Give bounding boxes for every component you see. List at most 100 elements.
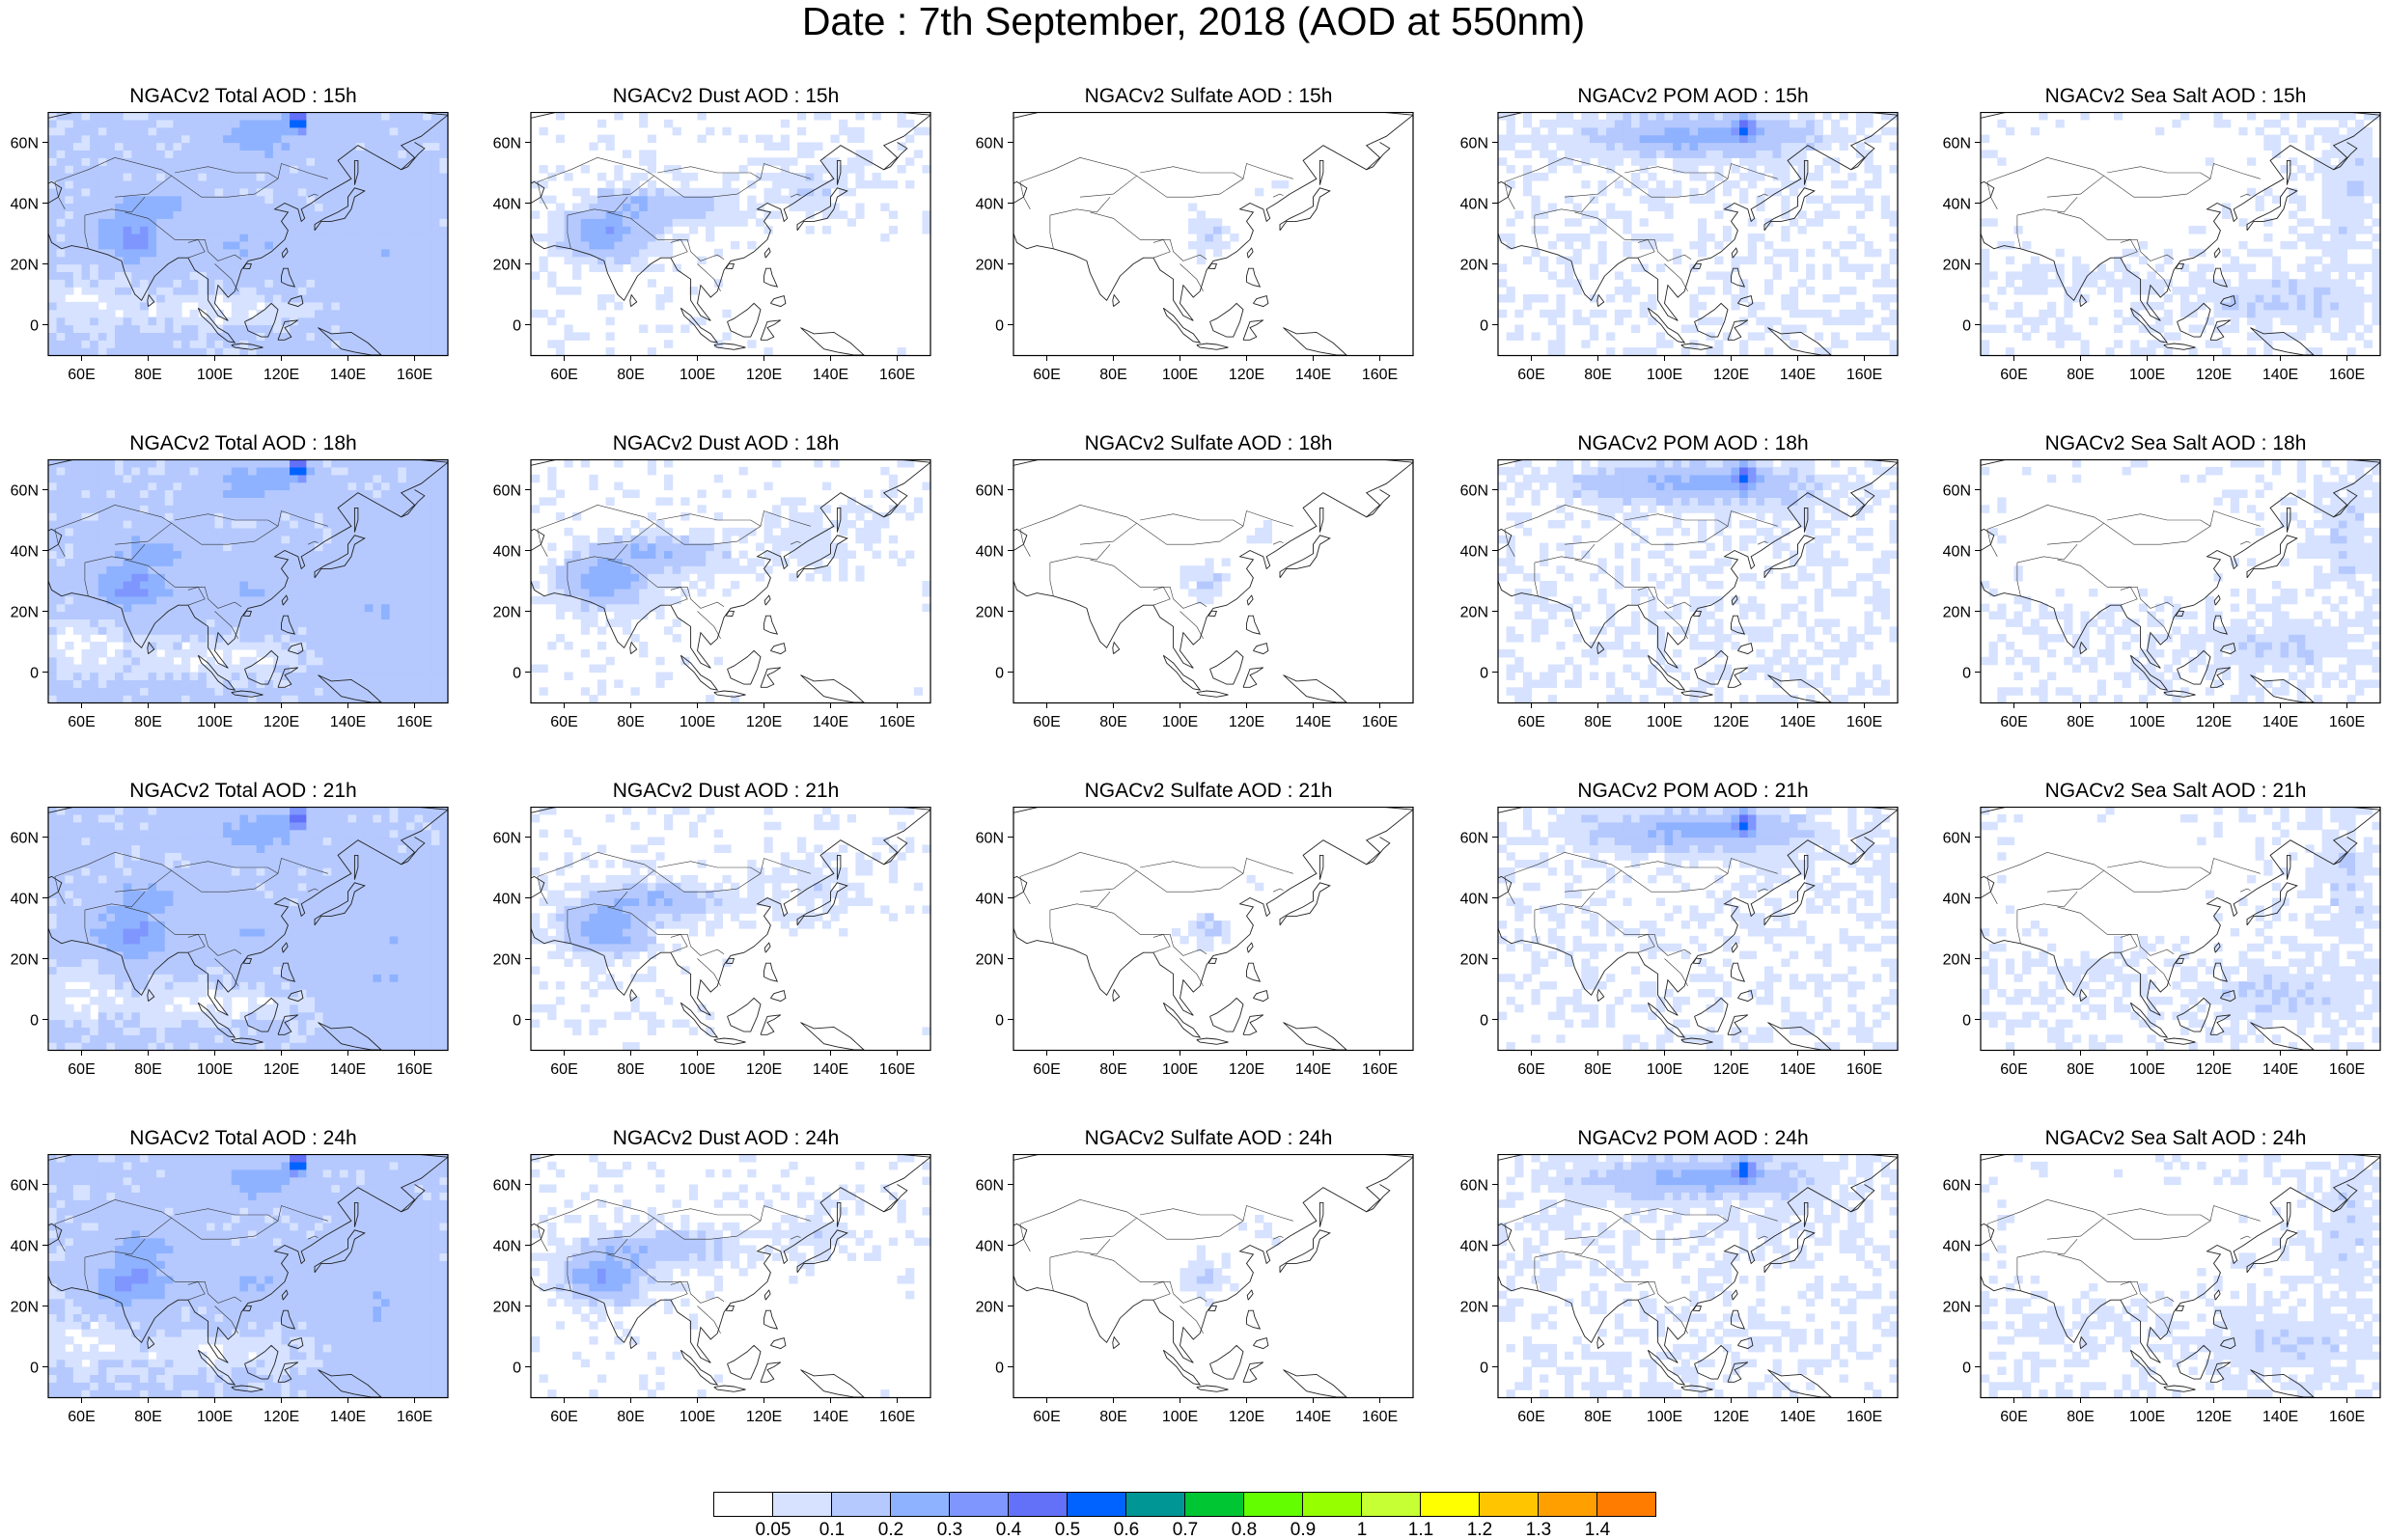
colorbar-label: 0.7 xyxy=(1172,1520,1199,1540)
lon-tick-label: 80E xyxy=(1099,1409,1126,1425)
lat-tick-label: 40N xyxy=(11,1239,39,1255)
lat-tick-label: 40N xyxy=(11,892,39,908)
lat-tick-label: 20N xyxy=(1943,952,1971,969)
lon-tick-label: 120E xyxy=(264,1061,299,1078)
coastlines xyxy=(1981,112,2380,355)
lat-tick-label: 40N xyxy=(1460,197,1488,213)
coastlines xyxy=(48,1154,448,1397)
lon-tick-label: 160E xyxy=(2329,1409,2365,1425)
lon-tick-label: 120E xyxy=(264,1409,299,1425)
panel-title: NGACv2 Dust AOD : 24h xyxy=(612,1127,840,1149)
lon-tick-label: 120E xyxy=(1229,714,1264,730)
lon-tick-label: 80E xyxy=(1099,367,1126,383)
aod-field xyxy=(1981,459,2381,703)
map-panel-seasalt-18h: NGACv2 Sea Salt AOD : 18h 60E 80E 100E 120E 1… xyxy=(1934,432,2387,780)
panel-title: NGACv2 POM AOD : 24h xyxy=(1577,1127,1809,1149)
panel-title: NGACv2 Sulfate AOD : 18h xyxy=(1084,432,1333,454)
aod-field xyxy=(1981,1154,2381,1398)
map-panel-pom-18h: NGACv2 POM AOD : 18h 60E 80E 100E 120E 140E 16… xyxy=(1452,432,1934,780)
lon-tick-label: 60E xyxy=(1517,1061,1544,1078)
colorbar-swatch xyxy=(713,1492,773,1517)
colorbar-boxes xyxy=(713,1492,1656,1517)
lat-tick-label: 60N xyxy=(11,136,39,152)
lat-tick-label: 40N xyxy=(976,892,1004,908)
lon-tick-label: 160E xyxy=(1846,1409,1882,1425)
lat-tick-label: 60N xyxy=(11,483,39,500)
lon-tick-label: 140E xyxy=(1780,1061,1816,1078)
aod-field xyxy=(48,112,449,356)
lat-tick-label: 0 xyxy=(1480,1013,1488,1030)
colorbar-label: 0.9 xyxy=(1290,1520,1317,1540)
lon-tick-label: 160E xyxy=(397,1409,432,1425)
lon-tick-label: 160E xyxy=(1362,714,1398,730)
colorbar-swatch xyxy=(1538,1492,1597,1517)
lon-tick-label: 140E xyxy=(330,1061,366,1078)
coastlines xyxy=(48,459,448,702)
aod-map: 60E 80E 100E 120E 140E 160E 60N 40N 20N 0 xyxy=(493,459,931,730)
lon-tick-label: 80E xyxy=(1584,714,1611,730)
lon-tick-label: 120E xyxy=(1713,714,1749,730)
lat-tick-label: 20N xyxy=(493,605,521,621)
panel-title: NGACv2 Sulfate AOD : 24h xyxy=(1084,1127,1333,1149)
lat-tick-label: 0 xyxy=(995,666,1004,682)
lon-tick-label: 100E xyxy=(680,714,715,730)
lon-tick-label: 140E xyxy=(1295,1061,1331,1078)
lon-tick-label: 120E xyxy=(746,714,782,730)
map-frame xyxy=(1497,807,1899,1052)
aod-map: 60E 80E 100E 120E 140E 160E 60N 40N 20N 0 xyxy=(1460,459,1899,730)
map-panel-sulfate-24h: NGACv2 Sulfate AOD : 24h 60E 80E 100E 120E 14… xyxy=(967,1127,1450,1474)
lon-tick-label: 60E xyxy=(550,714,577,730)
colorbar-label: 0.6 xyxy=(1113,1520,1140,1540)
lat-tick-label: 40N xyxy=(1943,544,1971,561)
lon-tick-label: 160E xyxy=(1846,367,1882,383)
lon-tick-label: 100E xyxy=(1647,367,1682,383)
lat-tick-label: 20N xyxy=(11,1300,39,1316)
colorbar-label: 1.1 xyxy=(1407,1520,1434,1540)
colorbar-swatch xyxy=(1184,1492,1244,1517)
lon-tick-label: 100E xyxy=(1647,1409,1682,1425)
lon-tick-label: 60E xyxy=(2000,1061,2027,1078)
map-panel-pom-24h: NGACv2 POM AOD : 24h 60E 80E 100E 120E 140E 16… xyxy=(1452,1127,1934,1474)
lon-tick-label: 140E xyxy=(813,714,848,730)
aod-field xyxy=(531,807,931,1051)
lon-tick-label: 100E xyxy=(1162,1409,1198,1425)
lat-tick-label: 40N xyxy=(493,197,521,213)
aod-map: 60E 80E 100E 120E 140E 160E 60N 40N 20N 0 xyxy=(976,1154,1414,1425)
lat-tick-label: 0 xyxy=(513,1361,521,1377)
lat-tick-label: 60N xyxy=(493,483,521,500)
lat-tick-label: 40N xyxy=(493,1239,521,1255)
lon-tick-label: 140E xyxy=(1295,714,1331,730)
lat-tick-label: 60N xyxy=(493,831,521,847)
coastlines xyxy=(1498,807,1898,1050)
lat-tick-label: 0 xyxy=(30,318,39,335)
lon-tick-label: 80E xyxy=(2067,1061,2094,1078)
colorbar-label: 0.1 xyxy=(819,1520,846,1540)
lon-tick-label: 60E xyxy=(550,1409,577,1425)
lon-tick-label: 140E xyxy=(1295,367,1331,383)
colorbar-swatch xyxy=(949,1492,1009,1517)
lat-tick-label: 20N xyxy=(493,952,521,969)
lon-tick-label: 120E xyxy=(2196,714,2232,730)
lon-tick-label: 80E xyxy=(134,1409,161,1425)
coastlines xyxy=(531,1154,930,1397)
panel-title: NGACv2 Sea Salt AOD : 18h xyxy=(2044,432,2307,454)
map-panel-total-24h: NGACv2 Total AOD : 24h 60E 80E 100E 120E 140E… xyxy=(2,1127,485,1474)
lat-tick-label: 0 xyxy=(30,1013,39,1030)
map-panel-total-18h: NGACv2 Total AOD : 18h 60E 80E 100E 120E 140E… xyxy=(2,432,485,780)
lon-tick-label: 80E xyxy=(2067,1409,2094,1425)
lon-tick-label: 160E xyxy=(879,1061,915,1078)
coastlines xyxy=(1498,459,1898,702)
lon-tick-label: 120E xyxy=(2196,1409,2232,1425)
lat-tick-label: 0 xyxy=(1480,318,1488,335)
lon-tick-label: 100E xyxy=(1162,367,1198,383)
lon-tick-label: 80E xyxy=(134,367,161,383)
lon-tick-label: 80E xyxy=(2067,367,2094,383)
colorbar-label: 0.2 xyxy=(877,1520,904,1540)
panel-title: NGACv2 Total AOD : 21h xyxy=(129,780,357,802)
lat-tick-label: 60N xyxy=(976,831,1004,847)
lat-tick-label: 40N xyxy=(1943,197,1971,213)
lon-tick-label: 140E xyxy=(1780,367,1816,383)
lon-tick-label: 120E xyxy=(2196,1061,2232,1078)
lat-tick-label: 60N xyxy=(1460,136,1488,152)
colorbar-swatch xyxy=(1420,1492,1480,1517)
